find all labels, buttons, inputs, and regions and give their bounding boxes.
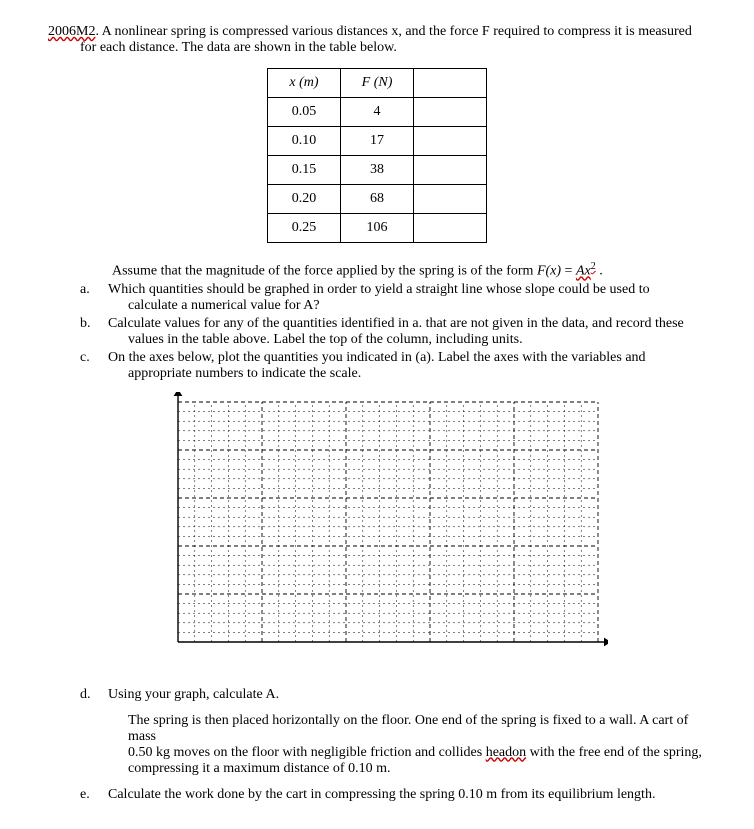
cell <box>414 127 487 156</box>
col-header-f: F (N) <box>341 69 414 98</box>
formula-eq: = <box>561 264 576 279</box>
part-text: Calculate the work done by the cart in c… <box>108 787 706 803</box>
intro-line2: for each distance. The data are shown in… <box>80 40 706 56</box>
col-header-x: x (m) <box>268 69 341 98</box>
table-row: 0.15 38 <box>268 156 487 185</box>
parts-list-2: d. Using your graph, calculate A. <box>48 687 706 703</box>
narrative-line2-pre: 0.50 kg moves on the floor with negligib… <box>128 745 486 760</box>
narrative-headon: headon <box>486 745 526 760</box>
table-row: 0.25 106 <box>268 214 487 243</box>
col-header-blank <box>414 69 487 98</box>
parts-list: a. Which quantities should be graphed in… <box>48 282 706 382</box>
part-label: d. <box>80 687 108 703</box>
part-a: a. Which quantities should be graphed in… <box>48 282 706 314</box>
data-table: x (m) F (N) 0.05 4 0.10 17 0.15 38 0.20 … <box>267 68 487 243</box>
cell: 106 <box>341 214 414 243</box>
assume-prefix: Assume that the magnitude of the force a… <box>112 264 537 279</box>
cell <box>414 185 487 214</box>
narrative-line2-post: with the free end of the spring, <box>526 745 702 760</box>
table-row: 0.10 17 <box>268 127 487 156</box>
part-c: c. On the axes below, plot the quantitie… <box>48 350 706 382</box>
part-label: c. <box>80 350 108 382</box>
table-row: 0.05 4 <box>268 98 487 127</box>
part-label: a. <box>80 282 108 314</box>
formula-ax: Ax <box>576 264 591 279</box>
problem-header: 2006M2. A nonlinear spring is compressed… <box>48 24 706 56</box>
part-b: b. Calculate values for any of the quant… <box>48 316 706 348</box>
narrative-block: The spring is then placed horizontally o… <box>128 713 706 777</box>
assume-suffix: . <box>596 264 603 279</box>
cell: 0.10 <box>268 127 341 156</box>
part-text: Using your graph, calculate A. <box>108 687 706 703</box>
cell: 38 <box>341 156 414 185</box>
table-row: 0.20 68 <box>268 185 487 214</box>
graph-area <box>148 392 706 677</box>
formula-fx: F(x) <box>537 264 561 279</box>
parts-list-3: e. Calculate the work done by the cart i… <box>48 787 706 803</box>
cell: 68 <box>341 185 414 214</box>
cell <box>414 156 487 185</box>
intro-line1: . A nonlinear spring is compressed vario… <box>95 24 691 39</box>
table-body: 0.05 4 0.10 17 0.15 38 0.20 68 0.25 106 <box>268 98 487 243</box>
graph-grid <box>148 392 608 672</box>
part-label: e. <box>80 787 108 803</box>
cell: 0.20 <box>268 185 341 214</box>
cell <box>414 214 487 243</box>
cell <box>414 98 487 127</box>
part-label: b. <box>80 316 108 348</box>
cell: 17 <box>341 127 414 156</box>
part-text: On the axes below, plot the quantities y… <box>108 350 706 382</box>
part-text: Which quantities should be graphed in or… <box>108 282 706 314</box>
part-d: d. Using your graph, calculate A. <box>48 687 706 703</box>
cell: 4 <box>341 98 414 127</box>
assume-line: Assume that the magnitude of the force a… <box>112 261 706 280</box>
part-text: Calculate values for any of the quantiti… <box>108 316 706 348</box>
part-e: e. Calculate the work done by the cart i… <box>48 787 706 803</box>
cell: 0.05 <box>268 98 341 127</box>
problem-id: 2006M2 <box>48 24 95 39</box>
narrative-line2: 0.50 kg moves on the floor with negligib… <box>128 745 706 761</box>
narrative-line1: The spring is then placed horizontally o… <box>128 713 706 745</box>
narrative-line3: compressing it a maximum distance of 0.1… <box>128 761 706 777</box>
cell: 0.25 <box>268 214 341 243</box>
cell: 0.15 <box>268 156 341 185</box>
